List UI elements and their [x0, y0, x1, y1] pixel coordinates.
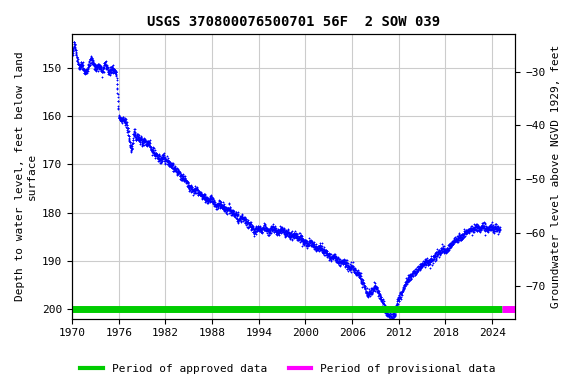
Title: USGS 370800076500701 56F  2 SOW 039: USGS 370800076500701 56F 2 SOW 039 — [147, 15, 441, 29]
Y-axis label: Depth to water level, feet below land
surface: Depth to water level, feet below land su… — [15, 51, 37, 301]
Y-axis label: Groundwater level above NGVD 1929, feet: Groundwater level above NGVD 1929, feet — [551, 45, 561, 308]
Legend: Period of approved data, Period of provisional data: Period of approved data, Period of provi… — [76, 359, 500, 379]
